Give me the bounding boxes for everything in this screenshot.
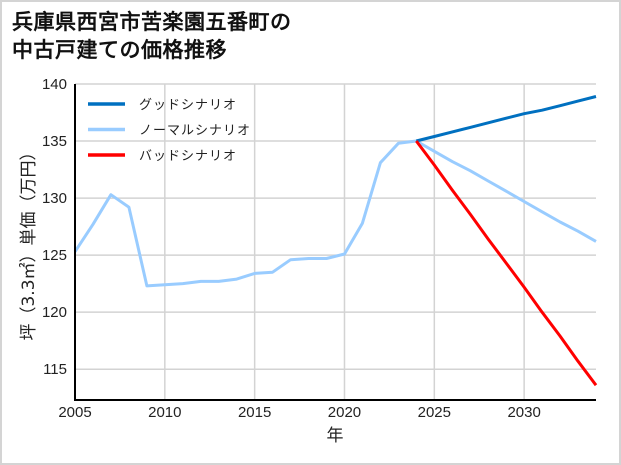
legend-label: バッドシナリオ: [139, 149, 237, 164]
x-axis-title: 年: [327, 426, 344, 446]
series-line: [415, 95, 597, 143]
x-tick-label: 2025: [418, 404, 451, 421]
legend-label: ノーマルシナリオ: [139, 124, 251, 139]
x-tick-label: 2015: [238, 404, 271, 421]
x-tick-label: 2020: [328, 404, 361, 421]
chart-title-line-2: 中古戸建ての価格推移: [12, 38, 227, 62]
tick-labels: 2005 2010 2015 2020 2025 2030 115 120 125 130 135 1…: [42, 76, 541, 421]
series-lines: [73, 95, 598, 387]
chart-title: 兵庫県西宮市苦楽園五番町の 中古戸建ての価格推移: [12, 8, 292, 64]
y-tick-label: 140: [42, 76, 67, 93]
y-tick-label: 125: [42, 247, 67, 264]
y-tick-label: 135: [42, 133, 67, 150]
x-tick-label: 2030: [507, 404, 540, 421]
x-tick-label: 2010: [148, 404, 181, 421]
axes: [74, 84, 596, 401]
legend-label: グッドシナリオ: [139, 98, 237, 113]
x-tick-label: 2005: [58, 404, 91, 421]
series-line: [73, 139, 597, 288]
y-tick-label: 130: [42, 190, 67, 207]
y-tick-label: 115: [43, 361, 67, 378]
y-tick-label: 120: [42, 304, 67, 321]
y-axis-title: 坪（3.3㎡）単価（万円）: [19, 143, 39, 340]
chart-title-line-1: 兵庫県西宮市苦楽園五番町の: [12, 10, 292, 34]
series-line: [415, 140, 598, 387]
